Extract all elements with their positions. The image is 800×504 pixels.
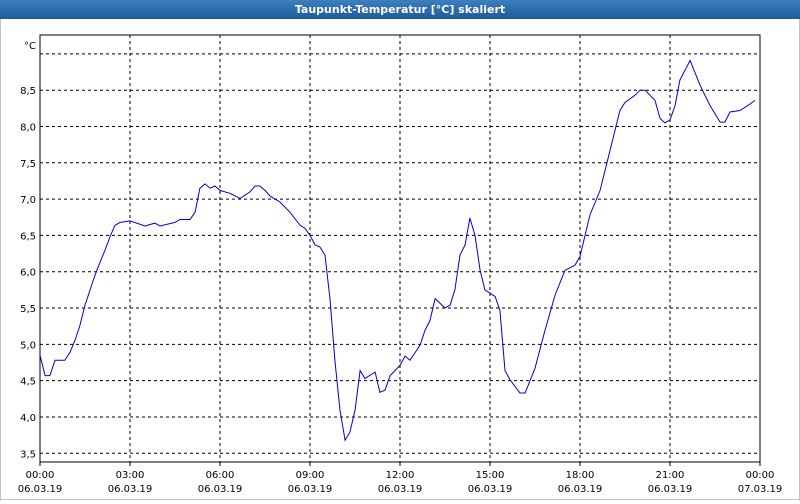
x-tick-label: 18:00 xyxy=(566,470,595,481)
y-tick-label: 7,5 xyxy=(20,159,36,170)
y-tick-label: 8,5 xyxy=(20,86,36,97)
y-unit: °C xyxy=(24,41,36,52)
x-tick-label: 12:00 xyxy=(386,470,415,481)
x-tick-label: 03:00 xyxy=(116,470,145,481)
data-line xyxy=(39,59,756,442)
x-tick-date: 06.03.19 xyxy=(648,484,693,495)
x-tick-label: 09:00 xyxy=(296,470,325,481)
x-tick-label: 21:00 xyxy=(656,470,685,481)
y-tick-label: 4,0 xyxy=(20,413,36,424)
x-tick-date: 06.03.19 xyxy=(468,484,513,495)
y-tick-label: 6,5 xyxy=(20,231,36,242)
y-tick-label: 7,0 xyxy=(20,195,36,206)
y-tick-label: 5,0 xyxy=(20,340,36,351)
x-tick-date: 06.03.19 xyxy=(198,484,243,495)
x-tick-date: 06.03.19 xyxy=(108,484,153,495)
x-tick-label: 06:00 xyxy=(206,470,235,481)
y-tick-label: 8,0 xyxy=(20,123,36,134)
y-tick-label: 6,0 xyxy=(20,268,36,279)
x-tick-date: 06.03.19 xyxy=(18,484,63,495)
y-tick-label: 4,5 xyxy=(20,377,36,388)
x-tick-label: 00:00 xyxy=(26,470,55,481)
x-tick-date: 06.03.19 xyxy=(558,484,603,495)
x-tick-date: 06.03.19 xyxy=(288,484,333,495)
x-tick-date: 07.03.19 xyxy=(738,484,783,495)
x-tick-label: 00:00 xyxy=(746,470,775,481)
x-tick-label: 15:00 xyxy=(476,470,505,481)
window-title: Taupunkt-Temperatur [°C] skaliert xyxy=(295,3,505,16)
x-tick-date: 06.03.19 xyxy=(378,484,423,495)
title-bar xyxy=(0,0,800,19)
y-tick-label: 5,5 xyxy=(20,304,36,315)
y-tick-label: 3,5 xyxy=(20,449,36,460)
